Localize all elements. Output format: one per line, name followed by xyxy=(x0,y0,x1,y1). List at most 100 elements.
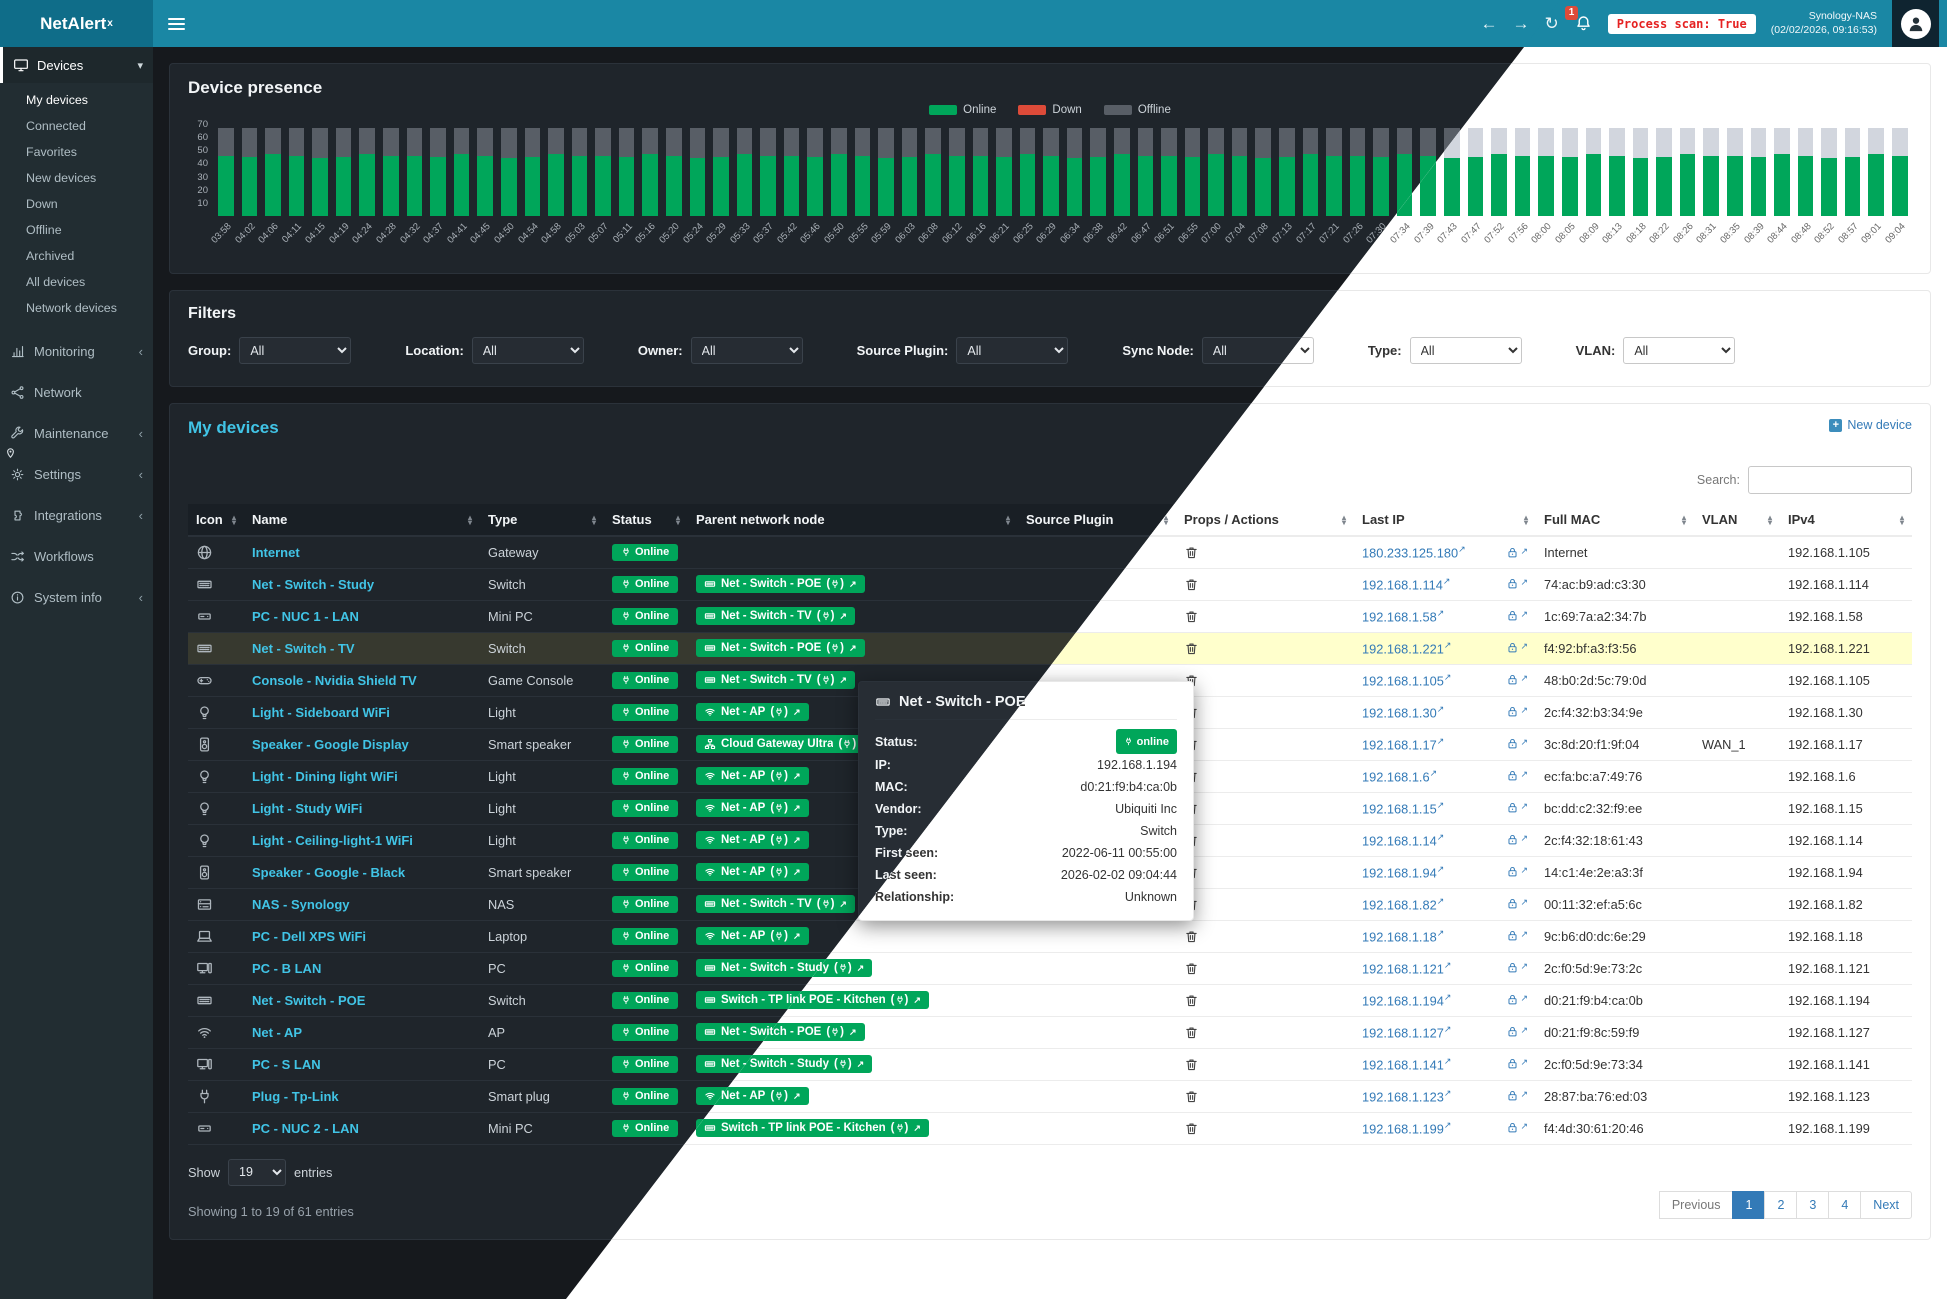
parent-node-button[interactable]: Net - Switch - POE () ↗ xyxy=(696,639,865,657)
sidebar-subitem-label[interactable]: Favorites xyxy=(26,145,77,159)
pagination-item[interactable]: 2 xyxy=(1764,1190,1798,1219)
table-row[interactable]: Net - Switch - Study Switch Online Net -… xyxy=(188,568,1912,601)
delete-icon[interactable] xyxy=(1184,961,1199,976)
sidebar-subitem[interactable]: Network devices xyxy=(0,295,153,321)
delete-icon[interactable] xyxy=(1184,1121,1199,1136)
pagination-item[interactable]: 4 xyxy=(1828,1190,1862,1219)
device-name-link[interactable]: NAS - Synology xyxy=(252,896,350,912)
lock-button[interactable]: ↗ xyxy=(1506,641,1528,654)
device-name-link[interactable]: PC - B LAN xyxy=(252,960,322,976)
parent-node-button[interactable]: Net - AP () ↗ xyxy=(696,799,809,817)
sort-icon[interactable]: ▴▾ xyxy=(467,512,472,527)
filter-select[interactable]: All xyxy=(1409,337,1522,364)
last-ip-link[interactable]: 180.233.125.180↗ xyxy=(1362,544,1466,561)
last-ip-link[interactable]: 192.168.1.18↗ xyxy=(1362,927,1445,945)
lock-button[interactable]: ↗ xyxy=(1506,801,1528,814)
lock-button[interactable]: ↗ xyxy=(1506,961,1528,974)
pagination-item[interactable]: 3 xyxy=(1796,1190,1830,1219)
delete-icon[interactable] xyxy=(1184,993,1199,1008)
last-ip-link[interactable]: 192.168.1.14↗ xyxy=(1362,831,1445,849)
parent-node-button[interactable]: Net - AP () ↗ xyxy=(696,927,809,945)
device-name-link[interactable]: Plug - Tp-Link xyxy=(252,1088,339,1104)
lock-button[interactable]: ↗ xyxy=(1506,609,1528,622)
column-header[interactable]: Type ▴▾ xyxy=(480,504,604,537)
sidebar-subitem[interactable]: Connected xyxy=(0,113,153,139)
sidebar-subitem-label[interactable]: Network devices xyxy=(26,301,117,315)
sidebar-toggle-button[interactable] xyxy=(153,0,199,47)
sort-icon[interactable]: ▴▾ xyxy=(1767,512,1772,527)
lock-button[interactable]: ↗ xyxy=(1506,1025,1528,1038)
sort-icon[interactable]: ▴▾ xyxy=(1681,512,1686,527)
parent-node-button[interactable]: Net - Switch - Study () ↗ xyxy=(696,1055,873,1073)
pagination-label[interactable]: Next xyxy=(1860,1190,1912,1219)
delete-icon[interactable] xyxy=(1184,1089,1199,1104)
delete-icon[interactable] xyxy=(1184,609,1199,624)
parent-node-button[interactable]: Net - AP () ↗ xyxy=(696,703,809,721)
sidebar-subitem[interactable]: Offline xyxy=(0,217,153,243)
table-row[interactable]: Net - Switch - TV Switch Online Net - Sw… xyxy=(188,632,1912,665)
last-ip-link[interactable]: 192.168.1.194↗ xyxy=(1362,991,1452,1009)
column-header[interactable]: VLAN ▴ ▾ xyxy=(1694,504,1780,537)
entries-select[interactable]: 19 xyxy=(228,1158,287,1186)
pagination-item[interactable]: Next xyxy=(1860,1190,1912,1219)
device-name-link[interactable]: Speaker - Google Display xyxy=(252,736,409,752)
parent-node-button[interactable]: Net - AP () ↗ xyxy=(696,863,809,881)
sidebar-item[interactable]: Monitoring ‹ xyxy=(0,331,153,372)
sidebar-subitem-label[interactable]: Archived xyxy=(26,249,75,263)
column-header[interactable]: IPv4 ▴ ▾ xyxy=(1780,504,1912,537)
device-name-link[interactable]: Light - Sideboard WiFi xyxy=(252,704,390,720)
lock-button[interactable]: ↗ xyxy=(1506,673,1528,686)
filter-select[interactable]: All xyxy=(1623,337,1736,364)
lock-button[interactable]: ↗ xyxy=(1506,897,1528,910)
device-name-link[interactable]: PC - NUC 1 - LAN xyxy=(252,608,359,624)
sidebar-subitem-label[interactable]: Connected xyxy=(26,119,86,133)
parent-node-button[interactable]: Net - AP () ↗ xyxy=(696,767,809,785)
sort-icon[interactable]: ▴▾ xyxy=(1163,512,1168,527)
filter-select[interactable]: All xyxy=(239,337,352,364)
sidebar-subitem[interactable]: New devices xyxy=(0,165,153,191)
table-row[interactable]: Net - AP AP Online Net - Switch - POE ()… xyxy=(188,1016,1912,1049)
parent-node-button[interactable]: Net - AP () ↗ xyxy=(696,831,809,849)
parent-node-button[interactable]: Net - Switch - POE () ↗ xyxy=(696,575,865,593)
last-ip-link[interactable]: 192.168.1.6↗ xyxy=(1362,767,1438,785)
process-scan-chip[interactable]: Process scan: True xyxy=(1607,13,1756,34)
table-row[interactable]: PC - B LAN PC Online Net - Switch - Stud… xyxy=(188,952,1912,985)
lock-button[interactable]: ↗ xyxy=(1506,1089,1528,1102)
last-ip-link[interactable]: 192.168.1.17↗ xyxy=(1362,735,1445,753)
last-ip-link[interactable]: 192.168.1.221↗ xyxy=(1362,639,1452,657)
device-name-link[interactable]: Light - Study WiFi xyxy=(252,800,363,816)
column-header[interactable]: Source Plugin ▴▾ xyxy=(1018,504,1176,537)
last-ip-link[interactable]: 192.168.1.94↗ xyxy=(1362,863,1445,881)
lock-button[interactable]: ↗ xyxy=(1506,865,1528,878)
column-header[interactable]: Full MAC ▴ ▾ xyxy=(1536,504,1694,537)
lock-button[interactable]: ↗ xyxy=(1506,1057,1528,1070)
pagination-label[interactable]: Previous xyxy=(1658,1190,1734,1219)
parent-node-button[interactable]: Net - Switch - TV () ↗ xyxy=(696,671,855,689)
pin-icon[interactable] xyxy=(3,447,18,462)
device-name-link[interactable]: Net - Switch - POE xyxy=(252,992,366,1008)
delete-icon[interactable] xyxy=(1184,1057,1199,1072)
lock-button[interactable]: ↗ xyxy=(1506,1121,1528,1134)
column-header[interactable]: Status ▴▾ xyxy=(604,504,688,537)
delete-icon[interactable] xyxy=(1184,641,1199,656)
forward-icon[interactable]: → xyxy=(1512,13,1530,33)
device-name-link[interactable]: Console - Nvidia Shield TV xyxy=(252,672,417,688)
last-ip-link[interactable]: 192.168.1.114↗ xyxy=(1362,575,1451,593)
parent-node-button[interactable]: Net - Switch - TV () ↗ xyxy=(696,607,855,625)
lock-button[interactable]: ↗ xyxy=(1506,833,1528,846)
sidebar-item[interactable]: Integrations ‹ xyxy=(0,495,153,536)
parent-node-button[interactable]: Switch - TP link POE - Kitchen () ↗ xyxy=(696,991,929,1009)
device-name-link[interactable]: PC - NUC 2 - LAN xyxy=(252,1120,359,1136)
parent-node-button[interactable]: Net - AP () ↗ xyxy=(696,1087,809,1105)
notification-bell[interactable]: 1 xyxy=(1564,6,1593,33)
sidebar-item[interactable]: Workflows xyxy=(0,536,153,577)
last-ip-link[interactable]: 192.168.1.127↗ xyxy=(1362,1023,1452,1041)
device-name-link[interactable]: Light - Ceiling-light-1 WiFi xyxy=(252,832,413,848)
back-icon[interactable]: ← xyxy=(1480,13,1498,33)
device-name-link[interactable]: Light - Dining light WiFi xyxy=(252,768,398,784)
parent-node-button[interactable]: Net - Switch - POE () ↗ xyxy=(696,1023,865,1041)
last-ip-link[interactable]: 192.168.1.141↗ xyxy=(1362,1055,1452,1073)
sort-icon[interactable]: ▴▾ xyxy=(591,512,596,527)
column-header[interactable]: Name ▴▾ xyxy=(244,504,480,537)
